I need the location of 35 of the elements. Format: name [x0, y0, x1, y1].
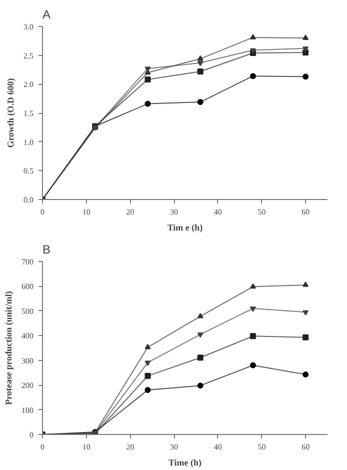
x-tick-label: 30	[170, 442, 178, 452]
x-tick-label: 40	[214, 442, 222, 452]
y-tick-label: 0.0	[24, 196, 34, 204]
x-tick-label: 60	[302, 442, 310, 452]
y-tick-label: 700	[22, 258, 34, 266]
x-tick-label: 20	[126, 208, 134, 216]
y-tick-label: 300	[22, 356, 34, 366]
y-tick-label: 3.0	[24, 22, 34, 32]
x-tick-label: 50	[258, 208, 266, 216]
chart-title: A	[42, 8, 51, 22]
y-tick-label: 0.5	[24, 166, 34, 176]
x-tick-label: 30	[170, 208, 178, 216]
x-tick-label: 0	[40, 208, 44, 216]
y-tick-label: 2.0	[24, 80, 34, 90]
y-tick-label: 100	[22, 406, 34, 415]
x-tick-label: 40	[214, 208, 222, 216]
x-tick-label: 60	[302, 208, 310, 216]
y-axis-title: Growth (O.D 600)	[6, 78, 16, 148]
y-tick-label: 0	[30, 430, 34, 440]
y-tick-label: 2.5	[24, 51, 34, 60]
chart-title: B	[42, 242, 51, 256]
y-tick-label: 500	[22, 306, 34, 316]
y-tick-label: 1.0	[24, 138, 34, 147]
x-tick-label: 0	[40, 442, 44, 452]
y-tick-label: 600	[22, 282, 34, 292]
x-axis-title: Time (h)	[168, 458, 202, 468]
y-axis-title: Protease production (unit/ml)	[4, 291, 14, 405]
y-tick-label: 400	[22, 332, 34, 341]
y-tick-label: 1.5	[24, 109, 34, 118]
x-axis-title: Tim e (h)	[167, 222, 203, 232]
x-tick-label: 20	[126, 442, 134, 452]
y-tick-label: 200	[22, 381, 34, 390]
x-tick-label: 50	[258, 442, 266, 452]
x-tick-label: 10	[82, 442, 90, 452]
x-tick-label: 10	[82, 208, 90, 216]
